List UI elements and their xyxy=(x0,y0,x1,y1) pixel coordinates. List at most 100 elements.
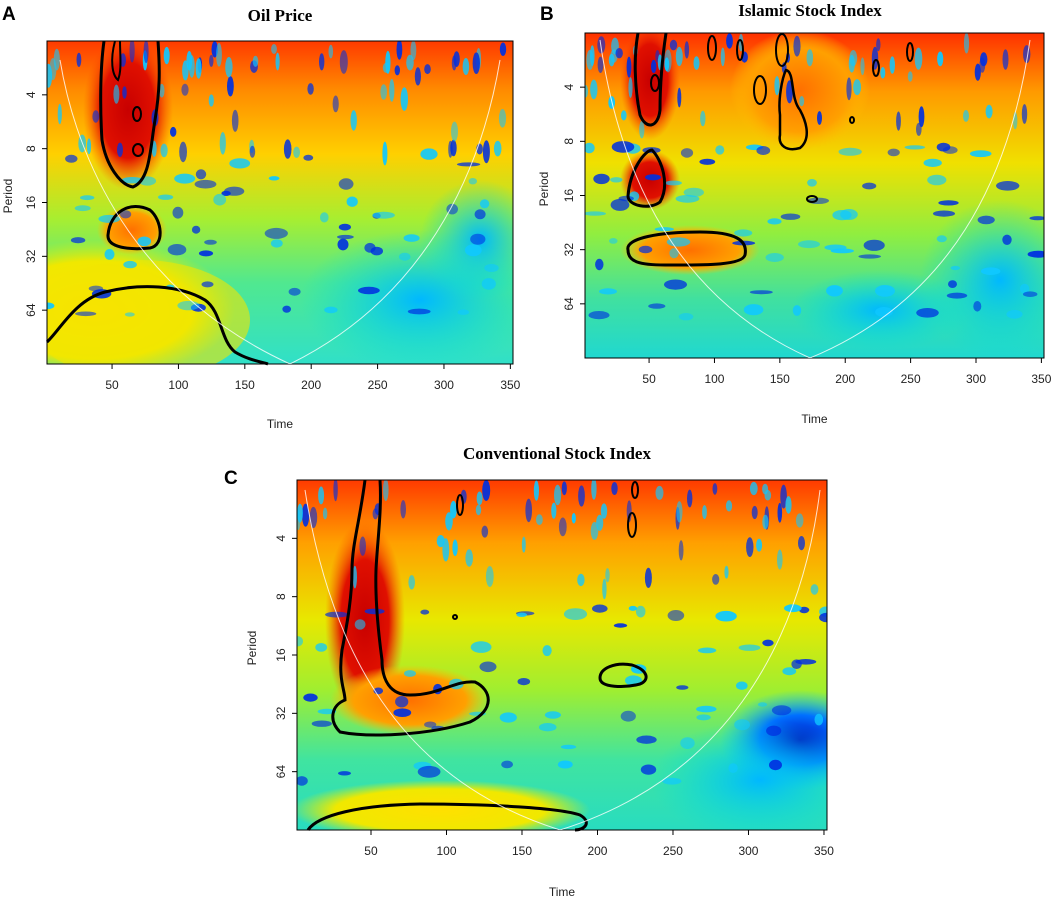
power-speckle xyxy=(445,512,453,531)
power-speckle xyxy=(311,720,332,727)
power-speckle xyxy=(468,178,477,185)
power-speckle xyxy=(1021,104,1028,124)
power-speckle xyxy=(403,234,420,242)
power-speckle xyxy=(457,309,470,315)
cone-of-influence xyxy=(599,39,811,358)
power-speckle xyxy=(887,148,900,157)
power-speckle xyxy=(328,44,334,59)
power-speckle xyxy=(628,77,633,98)
cone-of-influence xyxy=(559,489,821,830)
power-speckle xyxy=(678,313,694,321)
power-speckle xyxy=(786,80,793,104)
x-tick-label: 200 xyxy=(301,378,321,392)
y-tick-label: 4 xyxy=(24,91,38,98)
chart-title: Islamic Stock Index xyxy=(738,1,882,20)
power-speckle xyxy=(252,55,259,67)
power-speckle xyxy=(337,238,349,251)
power-speckle xyxy=(174,173,196,184)
power-speckle xyxy=(462,58,470,75)
power-speckle xyxy=(219,132,226,155)
power-speckle xyxy=(769,759,782,771)
power-speckle xyxy=(209,54,214,67)
power-speckle xyxy=(338,223,351,231)
power-speckle xyxy=(896,111,901,131)
x-axis-label: Time xyxy=(267,417,294,431)
power-speckle xyxy=(937,51,944,67)
power-speckle xyxy=(636,735,657,744)
y-tick-label: 16 xyxy=(24,196,38,210)
x-tick-label: 300 xyxy=(434,378,454,392)
power-speckle xyxy=(791,659,802,669)
power-speckle xyxy=(774,76,780,96)
power-speckle xyxy=(322,507,328,520)
power-speckle xyxy=(229,158,251,169)
x-tick-label: 100 xyxy=(704,372,724,386)
x-axis-label: Time xyxy=(549,885,576,899)
power-speckle xyxy=(669,39,678,51)
power-speckle xyxy=(404,670,416,677)
power-speckle xyxy=(936,235,947,243)
power-speckle xyxy=(195,58,202,79)
power-speckle xyxy=(571,513,576,524)
power-speckle xyxy=(862,182,877,190)
power-speckle xyxy=(481,525,489,538)
power-speckle xyxy=(80,195,95,201)
power-speckle xyxy=(777,502,783,523)
power-speckle xyxy=(916,308,939,318)
x-tick-label: 200 xyxy=(835,372,855,386)
power-speckle xyxy=(231,109,239,132)
power-speckle xyxy=(481,278,496,290)
power-speckle xyxy=(696,705,717,713)
power-speckle xyxy=(578,485,585,507)
power-speckle xyxy=(182,60,189,81)
power-speckle xyxy=(667,610,685,621)
power-speckle xyxy=(880,67,886,79)
power-speckle xyxy=(654,227,674,232)
power-speckle xyxy=(92,110,100,123)
power-speckle xyxy=(113,84,120,104)
power-speckle xyxy=(498,109,507,128)
power-speckle xyxy=(784,604,802,613)
power-speckle xyxy=(558,517,567,537)
power-speckle xyxy=(621,110,627,121)
power-speckle xyxy=(738,644,761,651)
power-speckle xyxy=(372,211,395,219)
power-speckle xyxy=(424,721,437,728)
power-speckle xyxy=(382,141,388,166)
x-tick-label: 200 xyxy=(587,844,607,858)
power-speckle xyxy=(448,140,453,158)
power-speckle xyxy=(521,536,526,553)
y-tick-label: 64 xyxy=(274,765,288,779)
power-speckle xyxy=(75,311,97,317)
power-speckle xyxy=(846,77,852,101)
power-speckle xyxy=(542,645,552,657)
power-speckle xyxy=(333,480,338,502)
power-speckle xyxy=(693,56,700,70)
power-speckle xyxy=(683,187,704,197)
power-speckle xyxy=(482,140,490,164)
power-speckle xyxy=(1002,234,1012,245)
power-speckle xyxy=(208,94,214,107)
power-speckle xyxy=(49,58,57,81)
power-speckle xyxy=(476,491,483,506)
power-speckle xyxy=(271,44,277,54)
power-speckle xyxy=(635,605,646,618)
x-tick-label: 100 xyxy=(436,844,456,858)
power-speckle xyxy=(628,605,638,611)
power-speckle xyxy=(611,482,618,495)
power-speckle xyxy=(697,647,717,654)
significance-contours xyxy=(45,40,269,366)
power-speckle xyxy=(216,42,222,67)
power-speckle xyxy=(501,760,513,769)
power-speckle xyxy=(746,537,754,557)
power-speckle xyxy=(904,145,926,150)
power-speckle xyxy=(303,154,314,161)
power-speckle xyxy=(264,227,288,239)
significance-contours xyxy=(306,479,648,832)
power-speckle xyxy=(597,56,604,73)
y-tick-label: 8 xyxy=(24,145,38,152)
power-speckle xyxy=(470,641,492,653)
axes: 50 100 150 200 250 300 350 4 8 16 32 64 Time Period xyxy=(245,535,834,899)
power-speckle xyxy=(807,179,817,187)
power-speckle xyxy=(65,154,78,163)
